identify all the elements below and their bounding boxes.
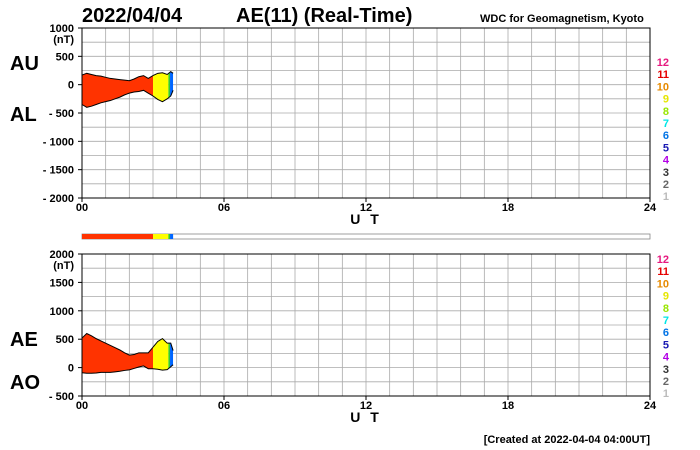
legend-label: 10: [657, 81, 669, 93]
y-tick-label: - 2000: [43, 193, 74, 205]
legend-label: 6: [663, 327, 669, 339]
x-tick-label: 06: [218, 202, 230, 214]
x-tick-label: 24: [644, 400, 657, 412]
legend-label: 11: [657, 266, 669, 278]
x-tick-label: 06: [218, 400, 230, 412]
ao-label: AO: [10, 372, 40, 394]
ae-ao-x-label: U T: [350, 409, 382, 425]
au-al-y-ticks: 1000 500 0 - 500 - 1000 - 1500 - 2000: [43, 23, 82, 205]
fill-segment: [170, 333, 174, 374]
legend-label: 1: [663, 191, 669, 203]
al-label: AL: [10, 104, 37, 126]
ae-curve: [81, 332, 174, 356]
legend-label: 5: [663, 142, 669, 154]
station-bar-segment: [170, 234, 174, 239]
ae-ao-grid: [82, 254, 650, 396]
legend-label: 8: [663, 106, 669, 118]
au-al-unit: (nT): [53, 34, 74, 46]
y-tick-label: 2000: [50, 249, 74, 261]
fill-segment: [168, 71, 171, 108]
legend-label: 8: [663, 303, 669, 315]
au-label: AU: [10, 53, 39, 75]
legend-label: 9: [663, 291, 669, 303]
ae-ao-unit: (nT): [53, 260, 74, 272]
legend-label: 7: [663, 118, 669, 130]
al-curve: [81, 89, 174, 108]
y-tick-label: 1000: [50, 23, 74, 35]
x-tick-label: 12: [360, 202, 372, 214]
station-count-bar: [81, 233, 651, 240]
x-tick-label: 18: [502, 400, 514, 412]
legend-label: 7: [663, 315, 669, 327]
x-tick-label: 24: [644, 202, 657, 214]
legend-label: 2: [663, 179, 669, 191]
ae-label: AE: [10, 329, 38, 351]
legend-label: 3: [663, 167, 669, 179]
au-al-panel: 1000 500 0 - 500 - 1000 - 1500 - 2000 00 06 12 18…: [43, 23, 657, 227]
station-bar-segment: [168, 234, 171, 239]
legend-label: 6: [663, 130, 669, 142]
data-source: WDC for Geomagnetism, Kyoto: [480, 13, 644, 25]
legend-label: 1: [663, 388, 669, 400]
au-al-grid: [82, 28, 650, 198]
fill-segment: [170, 71, 174, 108]
legend-label: 5: [663, 339, 669, 351]
y-tick-label: 1500: [50, 277, 74, 289]
legend-label: 3: [663, 364, 669, 376]
y-tick-label: 0: [68, 363, 74, 375]
ae-ao-y-ticks: 2000 1500 1000 500 0 - 500: [49, 249, 82, 403]
y-tick-label: - 1000: [43, 136, 74, 148]
ae-ao-x-ticks: 00 06 12 18 24: [76, 396, 657, 412]
y-tick-label: 500: [56, 334, 74, 346]
x-tick-label: 12: [360, 400, 372, 412]
x-tick-label: 18: [502, 202, 514, 214]
legend-label: 2: [663, 376, 669, 388]
legend-label: 10: [657, 278, 669, 290]
au-al-x-ticks: 00 06 12 18 24: [76, 198, 657, 214]
created-timestamp: [Created at 2022-04-04 04:00UT]: [484, 434, 651, 446]
au-al-x-label: U T: [350, 211, 382, 227]
y-tick-label: - 1500: [43, 165, 74, 177]
legend-label: 12: [657, 254, 669, 266]
ao-curve: [81, 364, 174, 374]
plot-date: 2022/04/04: [82, 5, 183, 27]
y-tick-label: - 500: [49, 108, 74, 120]
legend-label: 11: [657, 69, 669, 81]
fill-segment: [168, 333, 171, 374]
y-tick-label: 1000: [50, 306, 74, 318]
legend-label: 9: [663, 94, 669, 106]
plot-title: AE(11) (Real-Time): [236, 5, 412, 27]
fill-segment: [153, 333, 169, 374]
x-tick-label: 00: [76, 400, 88, 412]
au-curve: [81, 71, 174, 82]
x-tick-label: 00: [76, 202, 88, 214]
station-bar-segment: [82, 234, 153, 239]
y-tick-label: - 500: [49, 391, 74, 403]
legend-label: 4: [663, 155, 670, 167]
station-bar-segment: [153, 234, 169, 239]
y-tick-label: 0: [68, 80, 74, 92]
y-tick-label: 500: [56, 51, 74, 63]
ae-ao-panel: 2000 1500 1000 500 0 - 500 00 06 12 18 24 (nT) U …: [49, 249, 657, 425]
legend-label: 12: [657, 57, 669, 69]
legend-label: 4: [663, 352, 670, 364]
